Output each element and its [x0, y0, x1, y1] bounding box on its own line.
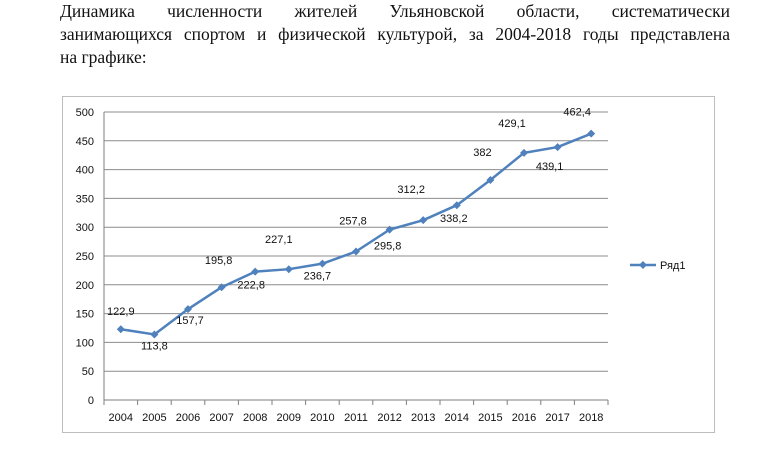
series-line-ryad1: [120, 132, 592, 336]
x-tick-label: 2008: [243, 412, 267, 424]
data-label: 382: [473, 147, 491, 159]
data-point-marker: [352, 247, 360, 256]
data-label: 257,8: [339, 216, 367, 228]
legend-marker-ryad1: [639, 261, 647, 269]
x-tick-label: 2006: [176, 412, 200, 424]
y-tick-label: 500: [76, 107, 94, 119]
x-tick-label: 2012: [377, 412, 401, 424]
data-point-marker: [486, 175, 495, 184]
intro-line-1: Динамика численности жителей Ульяновской…: [60, 1, 730, 21]
x-tick-label: 2007: [209, 412, 233, 424]
x-tick-label: 2010: [310, 412, 334, 424]
data-point-marker: [150, 330, 159, 339]
data-point-marker: [419, 216, 428, 225]
data-label: 227,1: [265, 234, 293, 246]
data-point-marker: [452, 201, 461, 210]
data-label: 429,1: [498, 118, 526, 130]
data-point-marker: [116, 325, 125, 334]
data-point-marker: [217, 283, 226, 292]
data-label: 236,7: [304, 271, 332, 283]
intro-paragraph: Динамика численности жителей Ульяновской…: [60, 0, 730, 69]
y-tick-label: 350: [76, 193, 94, 205]
intro-line-2: занимающихся спортом и физической культу…: [60, 24, 730, 44]
data-label: 222,8: [237, 280, 265, 292]
data-point-marker: [553, 143, 562, 152]
data-labels: 113,8 122,9 157,7 195,8 222,8 227,1 236,7 257,8…: [107, 107, 591, 353]
data-point-marker: [318, 259, 327, 268]
x-tick-label: 2011: [344, 412, 368, 424]
x-tick-label: 2016: [512, 412, 536, 424]
x-tick-label: 2013: [411, 412, 435, 424]
x-tick-label: 2009: [277, 412, 301, 424]
y-tick-label: 400: [76, 165, 94, 177]
y-tick-label: 200: [76, 280, 94, 292]
data-label: 439,1: [536, 161, 564, 173]
x-tick-label: 2015: [478, 412, 502, 424]
y-tick-label: 250: [76, 251, 94, 263]
data-point-marker: [520, 148, 528, 157]
y-tick-label: 450: [76, 136, 94, 148]
axes: 0 50 100 150 200 250 300 350 400 450 500 2004 2005 20…: [76, 107, 609, 424]
data-label: 195,8: [205, 255, 233, 267]
x-tick-label: 2018: [579, 412, 603, 424]
data-label: 338,2: [440, 213, 468, 225]
data-point-marker: [251, 267, 260, 276]
x-tick-label: 2004: [109, 412, 133, 424]
y-tick-label: 150: [76, 309, 94, 321]
data-point-marker: [284, 265, 293, 274]
y-tick-label: 100: [76, 337, 94, 349]
data-label: 157,7: [176, 315, 204, 327]
data-point-marker: [184, 305, 192, 314]
data-point-marker: [587, 129, 596, 138]
data-point-marker: [385, 225, 394, 234]
data-label: 122,9: [107, 306, 135, 318]
legend-label-ryad1: Ряд1: [660, 260, 685, 272]
series-ryad1: [116, 129, 596, 339]
y-tick-label: 50: [82, 366, 94, 378]
y-tick-label: 0: [88, 395, 94, 407]
data-label: 113,8: [141, 340, 168, 352]
x-tick-label: 2017: [545, 412, 569, 424]
intro-line-3: на графике:: [60, 47, 147, 67]
legend: Ряд1: [630, 260, 685, 272]
y-tick-label: 300: [76, 222, 94, 234]
data-label: 312,2: [397, 184, 425, 196]
data-label: 462,4: [563, 107, 591, 119]
data-label: 295,8: [374, 241, 402, 253]
x-tick-label: 2014: [445, 412, 469, 424]
gridlines: [104, 111, 608, 372]
chart-frame: [62, 96, 715, 433]
x-tick-label: 2005: [142, 412, 166, 424]
